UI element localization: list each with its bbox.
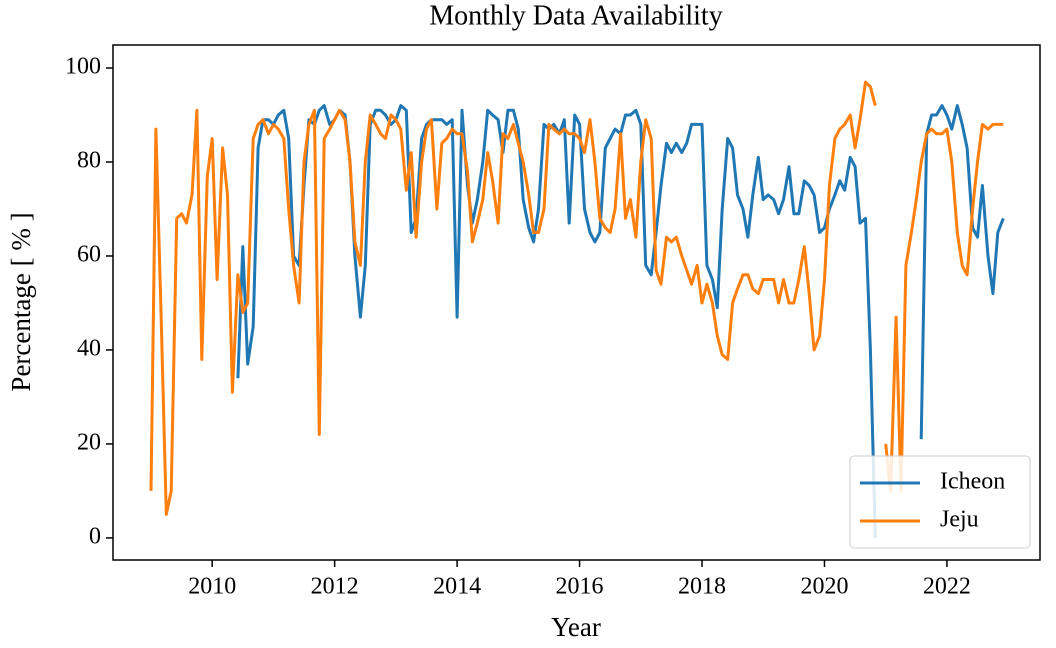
y-tick-label: 80 (77, 148, 101, 174)
legend-label: Jeju (940, 507, 979, 533)
series-line (149, 80, 1004, 516)
y-tick-label: 20 (77, 429, 101, 455)
y-axis-label: Percentage [ % ] (6, 212, 36, 391)
chart-title: Monthly Data Availability (429, 0, 722, 31)
x-tick-label: 2018 (678, 574, 726, 600)
x-tick-label: 2022 (923, 574, 971, 600)
y-tick-label: 60 (77, 241, 101, 267)
x-tick-label: 2016 (556, 574, 604, 600)
x-tick-label: 2014 (433, 574, 481, 600)
y-tick-label: 40 (77, 335, 101, 361)
series-line (236, 104, 1005, 538)
x-tick-label: 2010 (188, 574, 236, 600)
x-tick-label: 2012 (311, 574, 359, 600)
y-tick-label: 100 (65, 54, 101, 80)
x-axis-label: Year (551, 612, 601, 642)
legend-label: Icheon (940, 469, 1005, 495)
y-tick-label: 0 (89, 523, 101, 549)
x-tick-label: 2020 (800, 574, 848, 600)
legend-box (849, 455, 1031, 549)
plot-frame (112, 44, 1041, 561)
